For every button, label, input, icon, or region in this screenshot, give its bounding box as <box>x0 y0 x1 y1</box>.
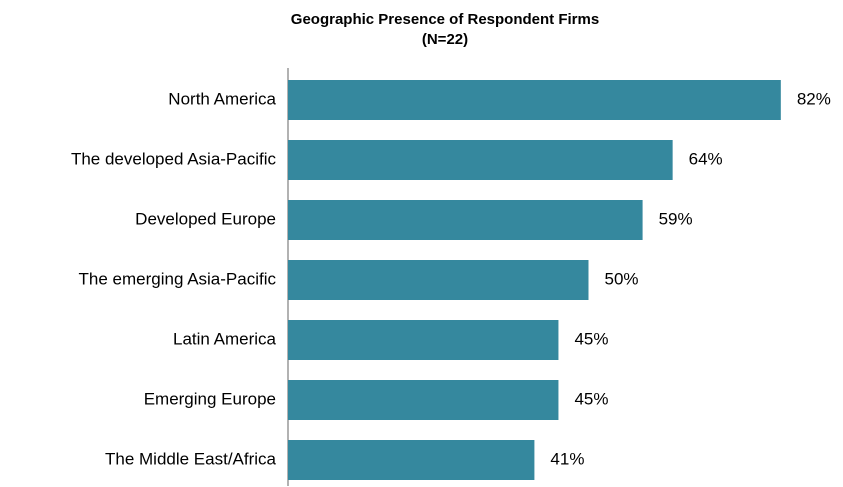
bar <box>288 320 559 360</box>
y-tick-label: The developed Asia-Pacific <box>71 149 277 168</box>
data-label: 64% <box>689 149 723 168</box>
data-label: 41% <box>550 449 584 468</box>
data-label: 59% <box>659 209 693 228</box>
y-tick-label: The Middle East/Africa <box>105 449 277 468</box>
bar <box>288 380 559 420</box>
data-label: 82% <box>797 89 831 108</box>
y-tick-label: Emerging Europe <box>144 389 276 408</box>
y-tick-label: Developed Europe <box>135 209 276 228</box>
bar <box>288 80 781 120</box>
y-tick-label: North America <box>168 89 276 108</box>
bar <box>288 200 643 240</box>
chart-title: Geographic Presence of Respondent Firms <box>291 11 599 28</box>
bar <box>288 140 673 180</box>
data-label: 45% <box>574 389 608 408</box>
bar <box>288 260 589 300</box>
data-label: 50% <box>605 269 639 288</box>
y-tick-label: The emerging Asia-Pacific <box>79 269 277 288</box>
data-label: 45% <box>574 329 608 348</box>
y-tick-label: Latin America <box>173 329 277 348</box>
bar <box>288 440 535 480</box>
chart-subtitle: (N=22) <box>422 31 468 48</box>
